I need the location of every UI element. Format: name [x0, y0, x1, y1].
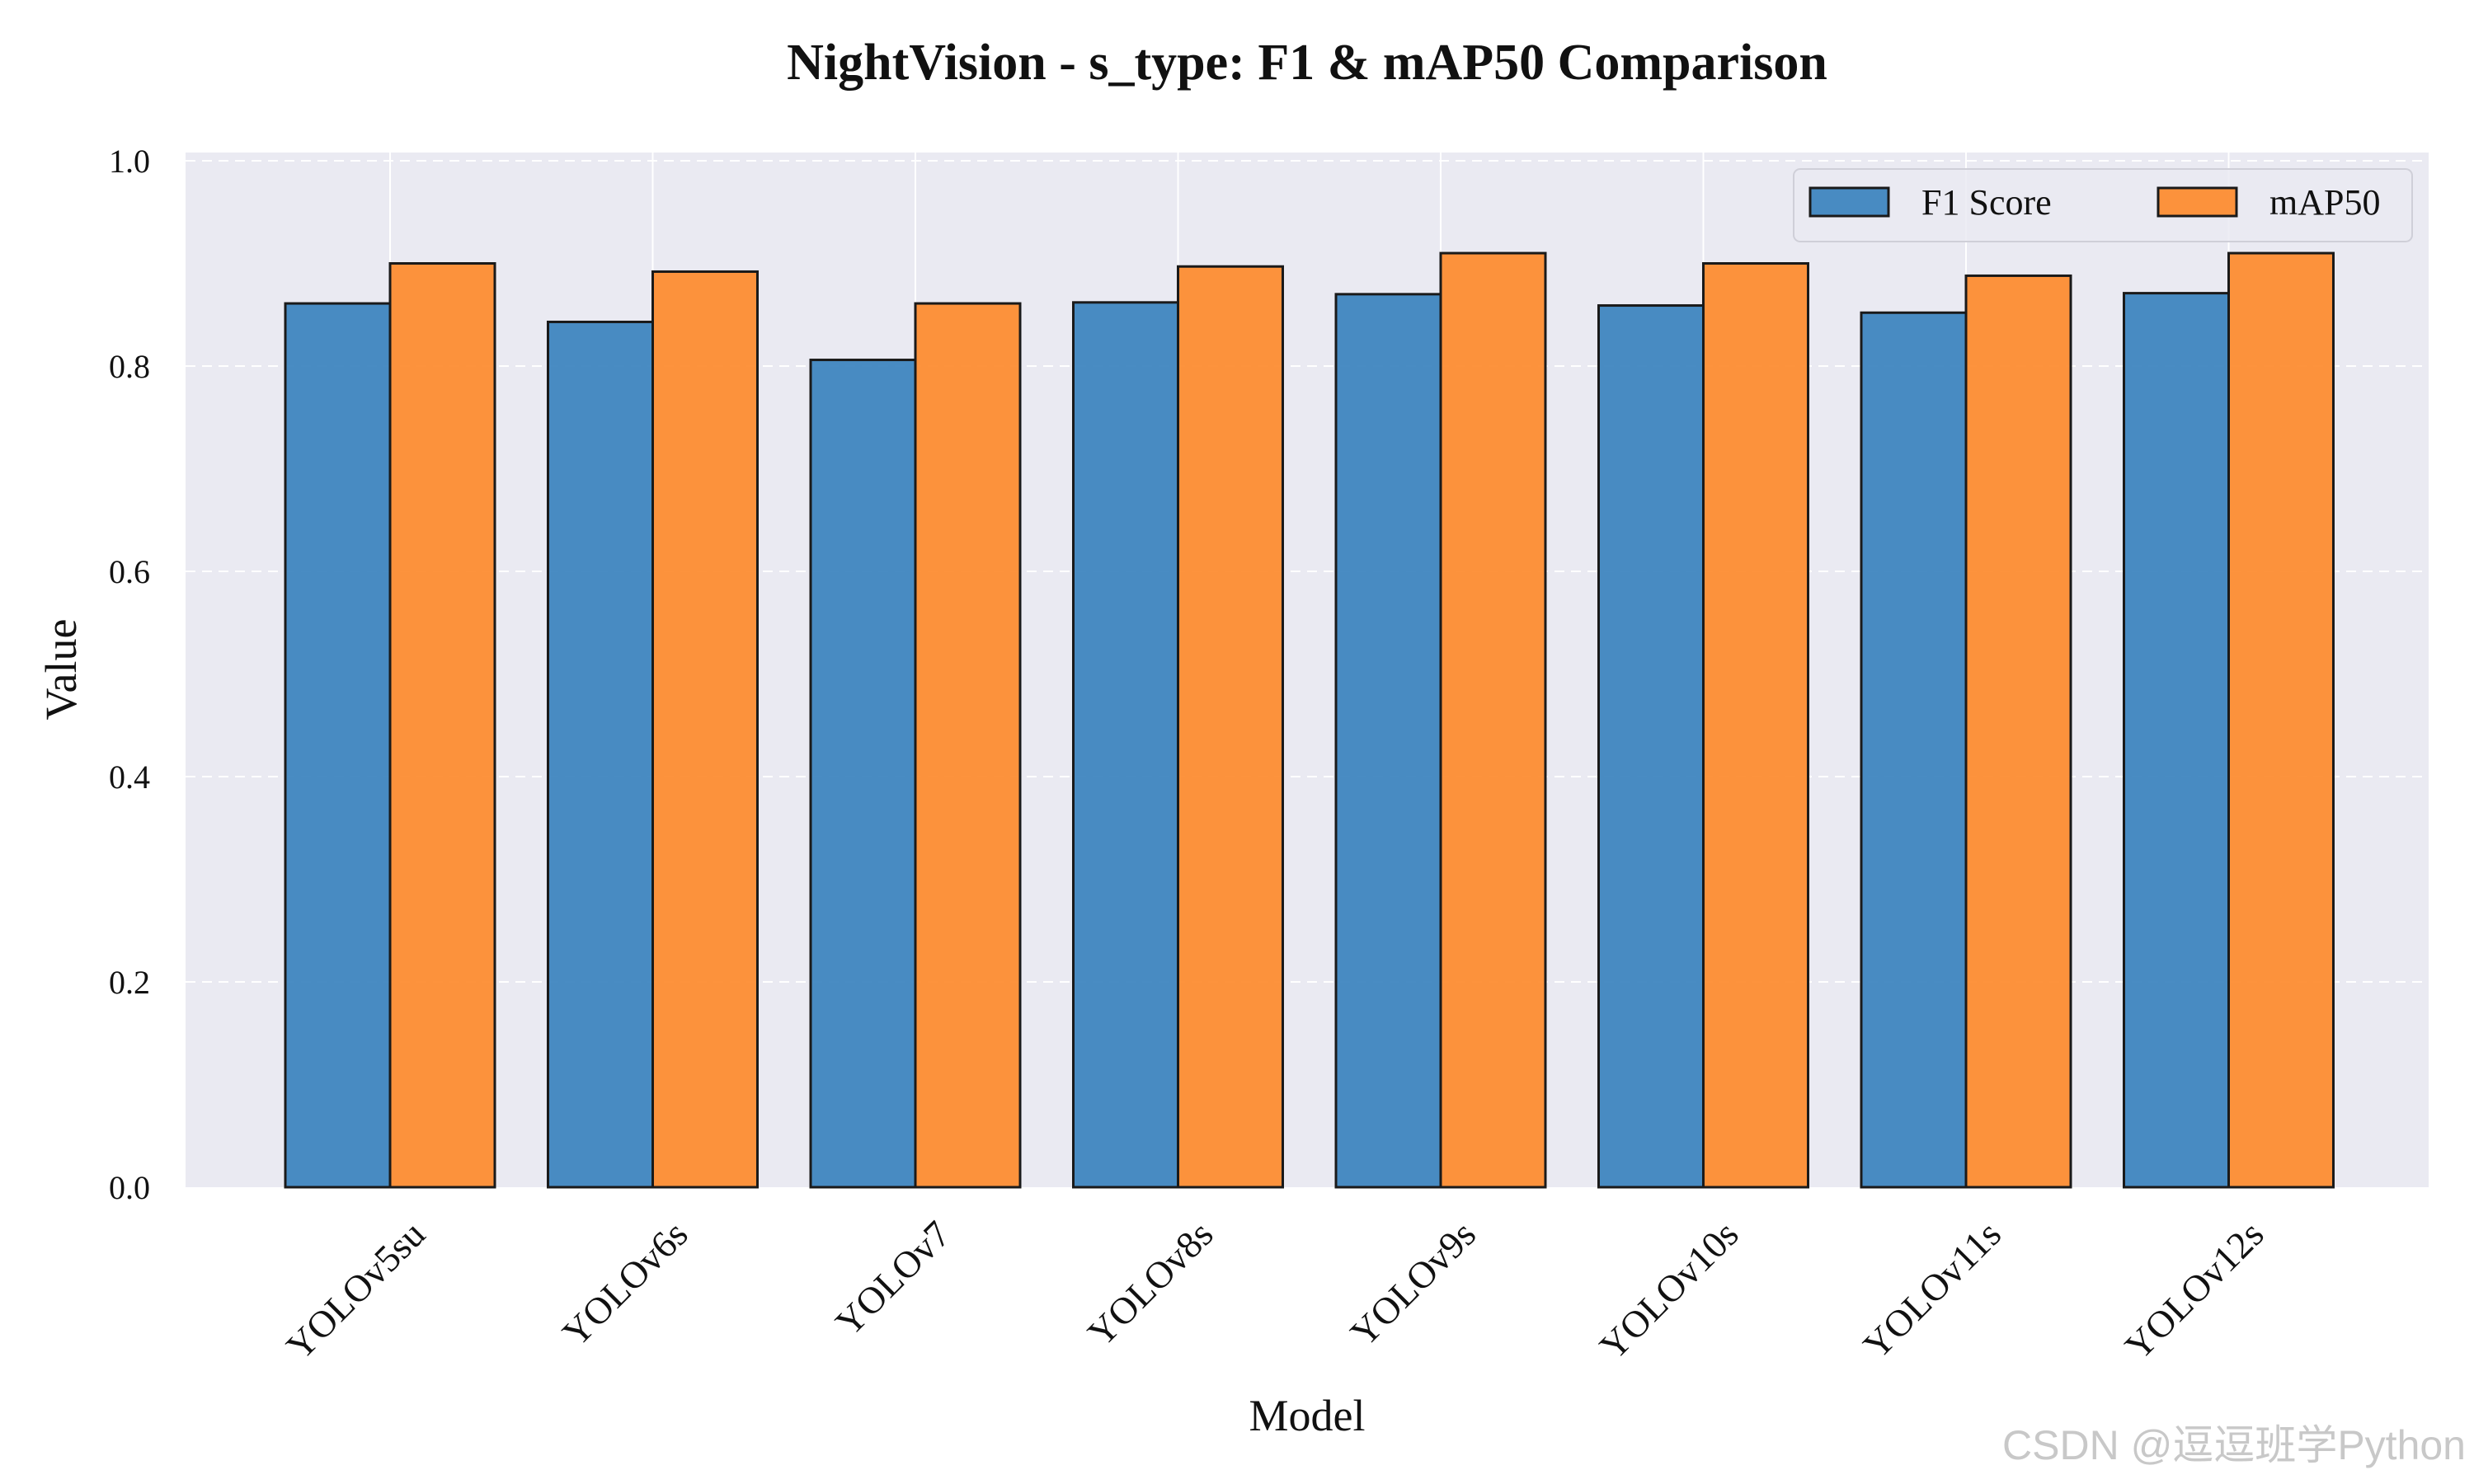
x-tick-label: YOLOv6s	[554, 1213, 696, 1355]
x-tick-label: YOLOv12s	[2117, 1213, 2272, 1368]
y-tick-label: 0.6	[109, 553, 150, 590]
x-tick-label: YOLOv7	[827, 1213, 958, 1344]
legend: F1 Score mAP50	[1793, 168, 2413, 242]
y-tick-label: 0.4	[109, 758, 150, 796]
bar-map50-yolov9s	[1439, 251, 1547, 1189]
legend-swatch	[1808, 186, 1890, 218]
bar-f1-score-yolov6s	[547, 320, 654, 1189]
y-tick-label: 0.2	[109, 964, 150, 1001]
bar-f1-score-yolov9s	[1334, 293, 1442, 1189]
bar-f1-score-yolov5su	[284, 302, 392, 1189]
bar-map50-yolov12s	[2227, 251, 2335, 1189]
x-tick-label: YOLOv9s	[1342, 1213, 1484, 1355]
bar-f1-score-yolov11s	[1860, 311, 1968, 1189]
x-tick-label: YOLOv5su	[278, 1213, 433, 1368]
y-tick-label: 0.0	[109, 1169, 150, 1206]
legend-label: mAP50	[2269, 182, 2380, 223]
legend-frame	[1793, 168, 2413, 242]
chart-title: NightVision - s_type: F1 & mAP50 Compari…	[787, 35, 1827, 91]
x-tick-label: YOLOv8s	[1079, 1213, 1221, 1355]
x-tick-label: YOLOv10s	[1592, 1213, 1747, 1368]
bar-map50-yolov10s	[1702, 262, 1809, 1189]
bar-map50-yolov6s	[651, 270, 759, 1189]
x-axis-ticks: YOLOv5su YOLOv6s YOLOv7 YOLOv8s YOLOv9s YOLOv…	[278, 1213, 2271, 1368]
bar-f1-score-yolov12s	[2123, 292, 2230, 1189]
x-tick-label: YOLOv11s	[1855, 1213, 2009, 1367]
plot-area	[186, 153, 2429, 1187]
y-axis-label: Value	[36, 619, 86, 721]
watermark: CSDN @逗逗班学Python	[2002, 1422, 2466, 1468]
x-axis-label: Model	[1249, 1391, 1366, 1440]
bar-f1-score-yolov7	[809, 359, 917, 1189]
bar-f1-score-yolov8s	[1072, 301, 1179, 1189]
y-tick-label: 0.8	[109, 348, 150, 385]
bar-f1-score-yolov10s	[1597, 304, 1705, 1189]
bar-map50-yolov8s	[1177, 265, 1284, 1189]
legend-swatch	[2157, 186, 2238, 218]
y-axis-ticks: 0.0 0.2 0.4 0.6 0.8 1.0	[109, 143, 150, 1206]
bar-map50-yolov7	[914, 302, 1022, 1189]
y-tick-label: 1.0	[109, 143, 150, 180]
bar-map50-yolov5su	[388, 262, 496, 1189]
legend-label: F1 Score	[1921, 182, 2052, 223]
bar-map50-yolov11s	[1964, 274, 2072, 1189]
bars	[284, 251, 2335, 1189]
